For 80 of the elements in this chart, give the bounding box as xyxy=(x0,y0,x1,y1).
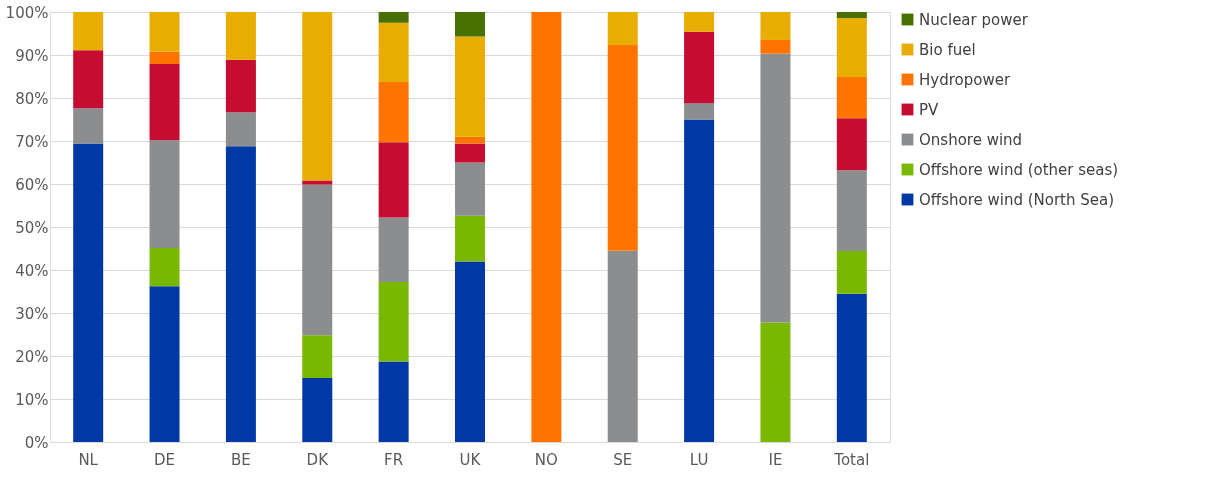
bar xyxy=(607,250,638,442)
x-tick-label: DK xyxy=(306,450,330,469)
bar xyxy=(149,140,180,249)
bar xyxy=(760,39,791,54)
legend-label: PV xyxy=(919,100,940,119)
bar xyxy=(149,12,180,52)
bar xyxy=(378,12,409,23)
bar xyxy=(836,170,867,252)
legend-label: Nuclear power xyxy=(919,10,1029,29)
bar xyxy=(836,18,867,77)
bar xyxy=(684,119,715,442)
bar xyxy=(302,184,333,336)
x-tick-label: DE xyxy=(154,450,176,469)
legend-label: Onshore wind xyxy=(919,130,1023,149)
bar xyxy=(836,118,867,171)
bar xyxy=(760,12,791,40)
bar xyxy=(836,12,867,19)
x-tick-label: LU xyxy=(689,450,709,469)
y-tick-label: 10% xyxy=(15,390,49,409)
bar xyxy=(684,31,715,104)
bar xyxy=(455,215,485,262)
bar xyxy=(607,45,638,251)
y-tick-label: 50% xyxy=(15,218,49,237)
x-tick-label: NL xyxy=(78,450,99,469)
bar xyxy=(225,59,256,113)
x-tick-label: FR xyxy=(384,450,404,469)
y-tick-label: 0% xyxy=(24,433,49,452)
bar xyxy=(836,293,867,442)
bar xyxy=(378,361,409,442)
bar xyxy=(378,217,409,283)
bar xyxy=(531,12,562,442)
bar xyxy=(455,12,485,37)
legend-label: Bio fuel xyxy=(919,40,976,59)
bar xyxy=(302,12,333,181)
y-tick-label: 20% xyxy=(15,347,49,366)
bar xyxy=(836,76,867,119)
bar xyxy=(455,143,485,163)
x-tick-label: IE xyxy=(768,450,783,469)
bar xyxy=(836,251,867,294)
bar xyxy=(378,282,409,362)
bar xyxy=(684,12,715,32)
bar xyxy=(225,112,256,147)
bar xyxy=(302,335,333,378)
y-tick-label: 70% xyxy=(15,132,49,151)
bar xyxy=(607,12,638,46)
bar xyxy=(378,82,409,143)
bar xyxy=(149,286,180,442)
legend-label: Offshore wind (North Sea) xyxy=(919,190,1115,209)
bar xyxy=(760,53,791,323)
x-tick-label: Total xyxy=(833,450,870,469)
bar xyxy=(149,248,180,287)
bar xyxy=(302,377,333,442)
bar xyxy=(455,136,485,144)
y-tick-label: 40% xyxy=(15,261,49,280)
bar xyxy=(378,22,409,83)
bar xyxy=(455,36,485,137)
y-tick-label: 80% xyxy=(15,89,49,108)
bar xyxy=(149,64,180,141)
bar xyxy=(760,322,791,442)
bar xyxy=(684,103,715,120)
bar xyxy=(225,12,256,60)
bar xyxy=(455,162,485,216)
legend-label: Hydropower xyxy=(919,70,1011,89)
bar xyxy=(149,51,180,65)
bar xyxy=(73,108,104,144)
x-tick-label: SE xyxy=(613,450,633,469)
bar xyxy=(73,50,104,109)
y-tick-label: 90% xyxy=(15,46,49,65)
bar xyxy=(73,143,104,442)
x-tick-label: NO xyxy=(534,450,558,469)
x-tick-label: BE xyxy=(231,450,251,469)
y-tick-label: 100% xyxy=(5,3,49,22)
y-tick-label: 60% xyxy=(15,175,49,194)
bar xyxy=(455,261,485,442)
x-tick-label: UK xyxy=(459,450,482,469)
legend-label: Offshore wind (other seas) xyxy=(919,160,1119,179)
bar xyxy=(378,142,409,218)
y-tick-label: 30% xyxy=(15,304,49,323)
bar xyxy=(225,146,256,442)
bar xyxy=(73,12,104,51)
